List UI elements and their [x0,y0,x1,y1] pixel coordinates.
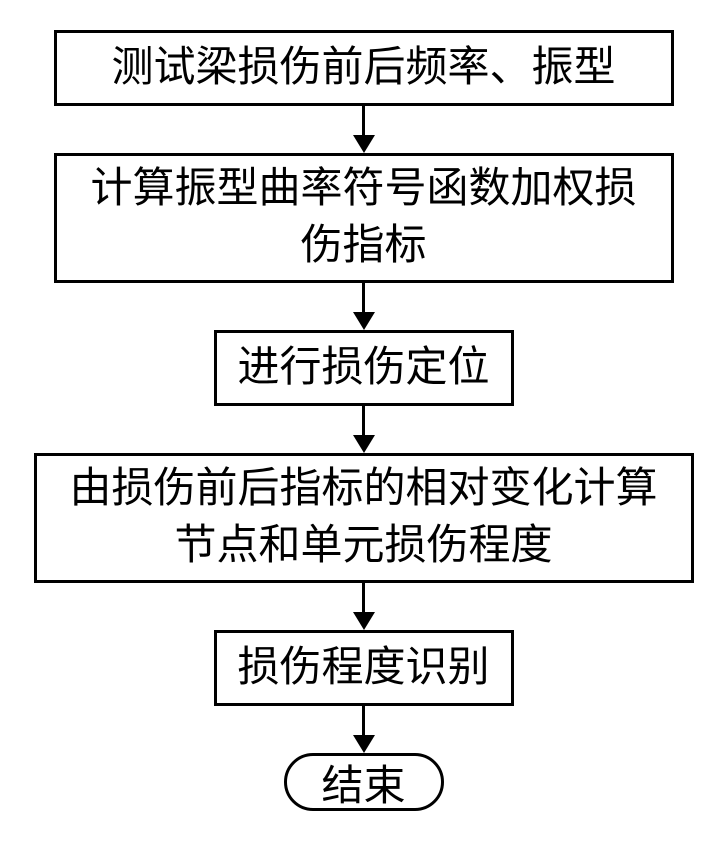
arrow [353,283,375,330]
flow-node-n4: 由损伤前后指标的相对变化计算节点和单元损伤程度 [34,453,694,583]
flowchart-container: 测试梁损伤前后频率、振型计算振型曲率符号函数加权损伤指标进行损伤定位由损伤前后指… [0,0,727,864]
arrow [353,406,375,453]
flow-node-n1: 测试梁损伤前后频率、振型 [54,30,674,106]
flow-node-text: 损伤程度识别 [237,640,489,697]
flow-node-n2: 计算振型曲率符号函数加权损伤指标 [54,153,674,283]
flow-node-text: 计算振型曲率符号函数加权损 [90,161,636,218]
flow-node-n5: 损伤程度识别 [214,630,514,706]
flow-node-text: 进行损伤定位 [237,340,489,397]
arrow [353,583,375,630]
flow-node-text: 节点和单元损伤程度 [174,518,552,575]
arrow [353,706,375,753]
flowchart: 测试梁损伤前后频率、振型计算振型曲率符号函数加权损伤指标进行损伤定位由损伤前后指… [0,30,727,811]
flow-node-text: 伤指标 [300,218,426,275]
flow-node-n3: 进行损伤定位 [214,330,514,406]
flow-node-text: 由损伤前后指标的相对变化计算 [69,461,657,518]
arrow [353,106,375,153]
flow-node-n6: 结束 [284,753,444,811]
flow-node-text: 结束 [321,752,405,813]
flow-node-text: 测试梁损伤前后频率、振型 [111,40,615,97]
